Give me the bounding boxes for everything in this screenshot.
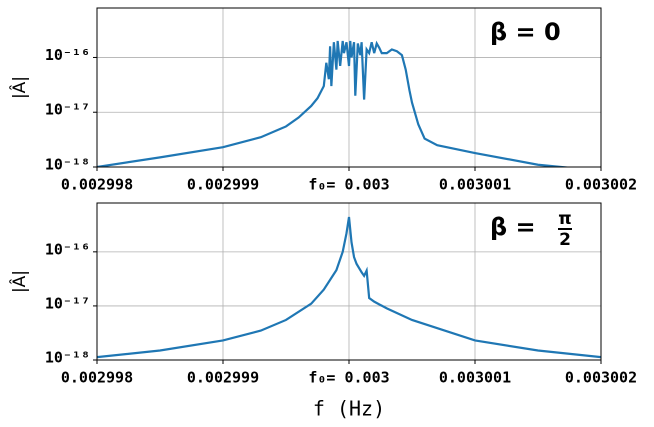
x-tick-label: f₀= 0.003	[308, 176, 389, 194]
x-axis-label: f (Hz)	[313, 397, 385, 421]
x-tick-label: 0.003002	[565, 369, 637, 387]
y-tick-label: 10⁻¹⁶	[45, 240, 90, 258]
x-tick-label: 0.002999	[187, 176, 259, 194]
data-line	[97, 216, 601, 359]
x-tick-label: 0.003001	[439, 369, 511, 387]
axes-frame	[96, 7, 602, 168]
y-tick-label: 10⁻¹⁸	[45, 156, 90, 174]
y-tick-label: 10⁻¹⁷	[45, 294, 90, 312]
x-tick-label: 0.002998	[61, 176, 133, 194]
y-axis-label: |Â|	[8, 270, 30, 293]
x-tick-label: 0.003002	[565, 176, 637, 194]
x-tick-label: 0.002998	[61, 369, 133, 387]
x-tick-label: 0.002999	[187, 369, 259, 387]
annotation-numerator: π	[558, 209, 571, 229]
annotation-denominator: 2	[559, 230, 571, 250]
annotation: β = 0	[490, 18, 561, 46]
annotation: β =	[490, 213, 536, 241]
x-tick-label: f₀= 0.003	[308, 369, 389, 387]
y-tick-label: 10⁻¹⁶	[45, 46, 90, 64]
x-tick-label: 0.003001	[439, 176, 511, 194]
y-tick-label: 10⁻¹⁸	[45, 349, 90, 367]
y-tick-label: 10⁻¹⁷	[45, 101, 90, 119]
axes-frame	[96, 202, 602, 361]
data-line	[97, 40, 573, 167]
y-axis-label: |Â|	[8, 76, 30, 99]
